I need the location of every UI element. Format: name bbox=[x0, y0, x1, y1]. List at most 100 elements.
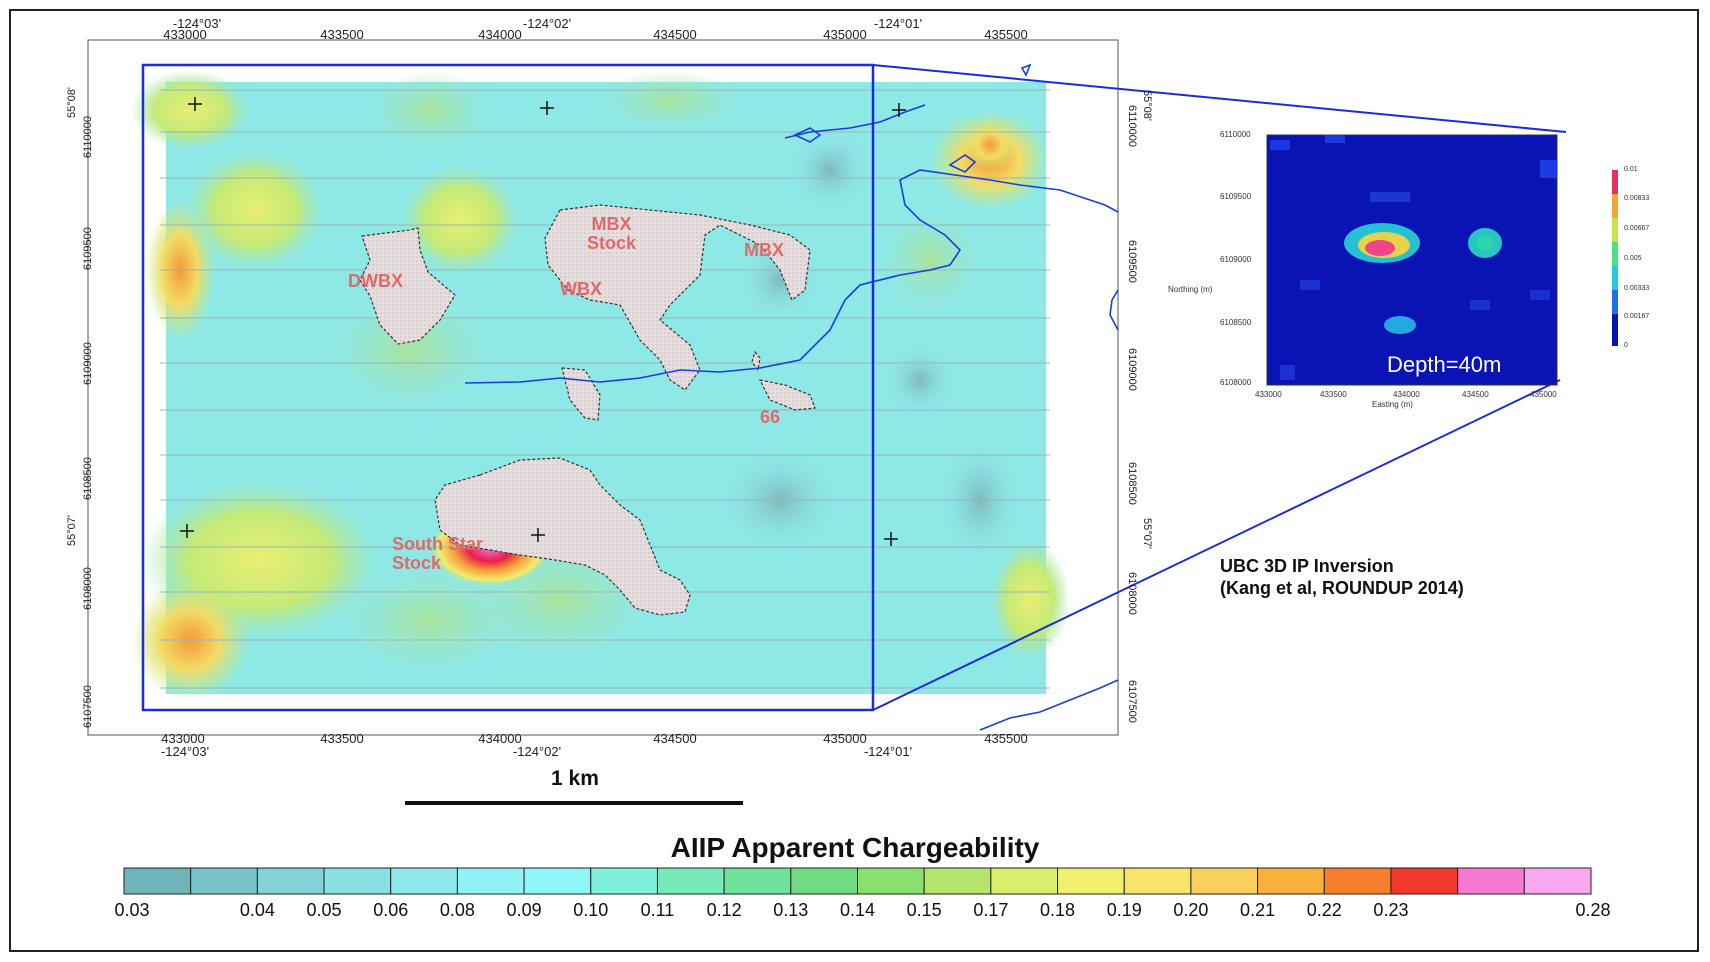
legend-label: 0.15 bbox=[906, 900, 942, 920]
legend-label: 0.09 bbox=[506, 900, 542, 920]
legend-label: 0.22 bbox=[1306, 900, 1342, 920]
legend-swatch bbox=[456, 867, 525, 895]
connector-line-top bbox=[872, 64, 1567, 133]
legend-label: 0.06 bbox=[373, 900, 409, 920]
label-66: 66 bbox=[760, 407, 781, 427]
figure-frame bbox=[9, 9, 1699, 952]
label-wbx: WBX bbox=[560, 279, 602, 299]
small-polygon-2 bbox=[751, 350, 761, 372]
tick-lon-03-top: -124°03' bbox=[172, 16, 222, 31]
inset-cb-tick-4: 0.00333 bbox=[1624, 285, 1650, 292]
legend-swatch bbox=[1057, 867, 1125, 895]
tick-lon-02-top: -124°02' bbox=[522, 16, 572, 31]
label-dwbx: DWBX bbox=[348, 271, 403, 291]
legend-label: 0.14 bbox=[839, 900, 876, 920]
south-star-polygon bbox=[434, 457, 691, 616]
label-mbx: MBX bbox=[744, 240, 784, 260]
tick-e-434000: 434000 bbox=[478, 27, 522, 42]
legend-label: 0.04 bbox=[239, 900, 275, 920]
legend-swatch bbox=[390, 867, 458, 895]
inset-y-tick-2: 6109000 bbox=[1220, 255, 1252, 264]
legend-swatch bbox=[123, 867, 192, 895]
legend-swatch bbox=[1257, 867, 1325, 895]
legend-swatch bbox=[656, 867, 725, 895]
legend-label: 0.20 bbox=[1173, 900, 1209, 920]
legend-label: 0.17 bbox=[973, 900, 1009, 920]
inset-x-tick-4: 435000 bbox=[1530, 390, 1557, 399]
legend-swatch bbox=[1123, 867, 1192, 895]
legend-swatch bbox=[990, 867, 1059, 895]
tick-e-435000-b: 435000 bbox=[823, 731, 867, 746]
inset-cb-tick-1: 0.00833 bbox=[1624, 195, 1650, 202]
legend-label: 0.08 bbox=[439, 900, 475, 920]
inset-inversion bbox=[1266, 134, 1618, 386]
tick-e-434500-b: 434500 bbox=[653, 731, 697, 746]
tick-e-433000-b: 433000 bbox=[161, 731, 205, 746]
citation-line-1: UBC 3D IP Inversion bbox=[1220, 556, 1394, 576]
legend-label: 0.21 bbox=[1240, 900, 1276, 920]
dwbx-polygon bbox=[359, 227, 456, 345]
scale-bar-label: 1 km bbox=[551, 767, 599, 790]
label-mbx-stock: MBX Stock bbox=[587, 214, 637, 253]
legend-swatch bbox=[723, 867, 792, 895]
legend-swatch bbox=[256, 867, 325, 895]
connector-line-bottom bbox=[872, 379, 1561, 711]
inset-cb-tick-0: 0.01 bbox=[1624, 166, 1638, 173]
grid-crosses bbox=[180, 97, 906, 546]
geology-units bbox=[359, 204, 816, 616]
legend-label: 0.05 bbox=[306, 900, 342, 920]
label-south-star-stock: South Star Stock bbox=[392, 534, 484, 573]
tick-e-433500: 433500 bbox=[320, 27, 364, 42]
legend-label: 0.19 bbox=[1106, 900, 1142, 920]
inset-y-tick-0: 6110000 bbox=[1220, 130, 1251, 139]
inset-x-axis-label: Easting (m) bbox=[1372, 400, 1413, 409]
tick-e-434000-b: 434000 bbox=[478, 731, 522, 746]
legend-label: 0.11 bbox=[640, 900, 675, 920]
legend-swatch bbox=[190, 867, 258, 895]
inset-depth-label: Depth=40m bbox=[1387, 352, 1502, 377]
legend-label: 0.18 bbox=[1040, 900, 1076, 920]
tick-lon-03-bot: -124°03' bbox=[160, 744, 210, 759]
legend-swatch bbox=[590, 867, 658, 895]
tick-e-435000: 435000 bbox=[823, 27, 867, 42]
inset-y-axis-label: Northing (m) bbox=[1168, 285, 1213, 294]
citation-line-2: (Kang et al, ROUNDUP 2014) bbox=[1220, 578, 1464, 598]
inset-x-tick-2: 434000 bbox=[1393, 390, 1420, 399]
inset-cb-tick-6: 0 bbox=[1624, 342, 1628, 349]
legend-label: 0.03 bbox=[114, 900, 150, 920]
citation: UBC 3D IP Inversion (Kang et al, ROUNDUP… bbox=[1220, 555, 1464, 599]
legend-swatch bbox=[323, 867, 392, 895]
tick-lon-01-bot: -124°01' bbox=[863, 744, 913, 759]
legend-label: 0.13 bbox=[773, 900, 809, 920]
tick-e-433500-b: 433500 bbox=[320, 731, 364, 746]
legend-swatch bbox=[923, 867, 992, 895]
legend-label: 0.28 bbox=[1575, 900, 1611, 920]
creek-lines bbox=[464, 63, 1119, 731]
tick-e-435500-b: 435500 bbox=[984, 731, 1028, 746]
legend-swatch bbox=[1190, 867, 1259, 895]
inset-y-tick-1: 6109500 bbox=[1220, 192, 1252, 201]
legend-swatch bbox=[790, 867, 858, 895]
tick-e-435500: 435500 bbox=[984, 27, 1028, 42]
legend-swatch bbox=[1390, 867, 1459, 895]
legend-swatch bbox=[857, 867, 925, 895]
inset-y-tick-4: 6108000 bbox=[1220, 378, 1252, 387]
tick-e-434500: 434500 bbox=[653, 27, 697, 42]
inset-y-tick-3: 6108500 bbox=[1220, 318, 1252, 327]
inversion-area-box bbox=[141, 63, 875, 712]
legend-swatch bbox=[1523, 867, 1592, 895]
small-polygon-66 bbox=[758, 379, 816, 411]
tick-lon-01-top: -124°01' bbox=[873, 16, 923, 31]
inset-cb-tick-2: 0.00667 bbox=[1624, 225, 1650, 232]
inset-x-tick-1: 433500 bbox=[1320, 390, 1347, 399]
legend-swatch bbox=[523, 867, 592, 895]
tick-lon-02-bot: -124°02' bbox=[512, 744, 562, 759]
inset-cb-tick-3: 0.005 bbox=[1624, 255, 1642, 262]
inset-x-tick-3: 434500 bbox=[1462, 390, 1489, 399]
inset-x-tick-0: 433000 bbox=[1255, 390, 1282, 399]
inset-cb-tick-5: 0.00167 bbox=[1624, 313, 1650, 320]
tick-e-433000: 433000 bbox=[163, 27, 207, 42]
legend-swatch bbox=[1323, 867, 1392, 895]
